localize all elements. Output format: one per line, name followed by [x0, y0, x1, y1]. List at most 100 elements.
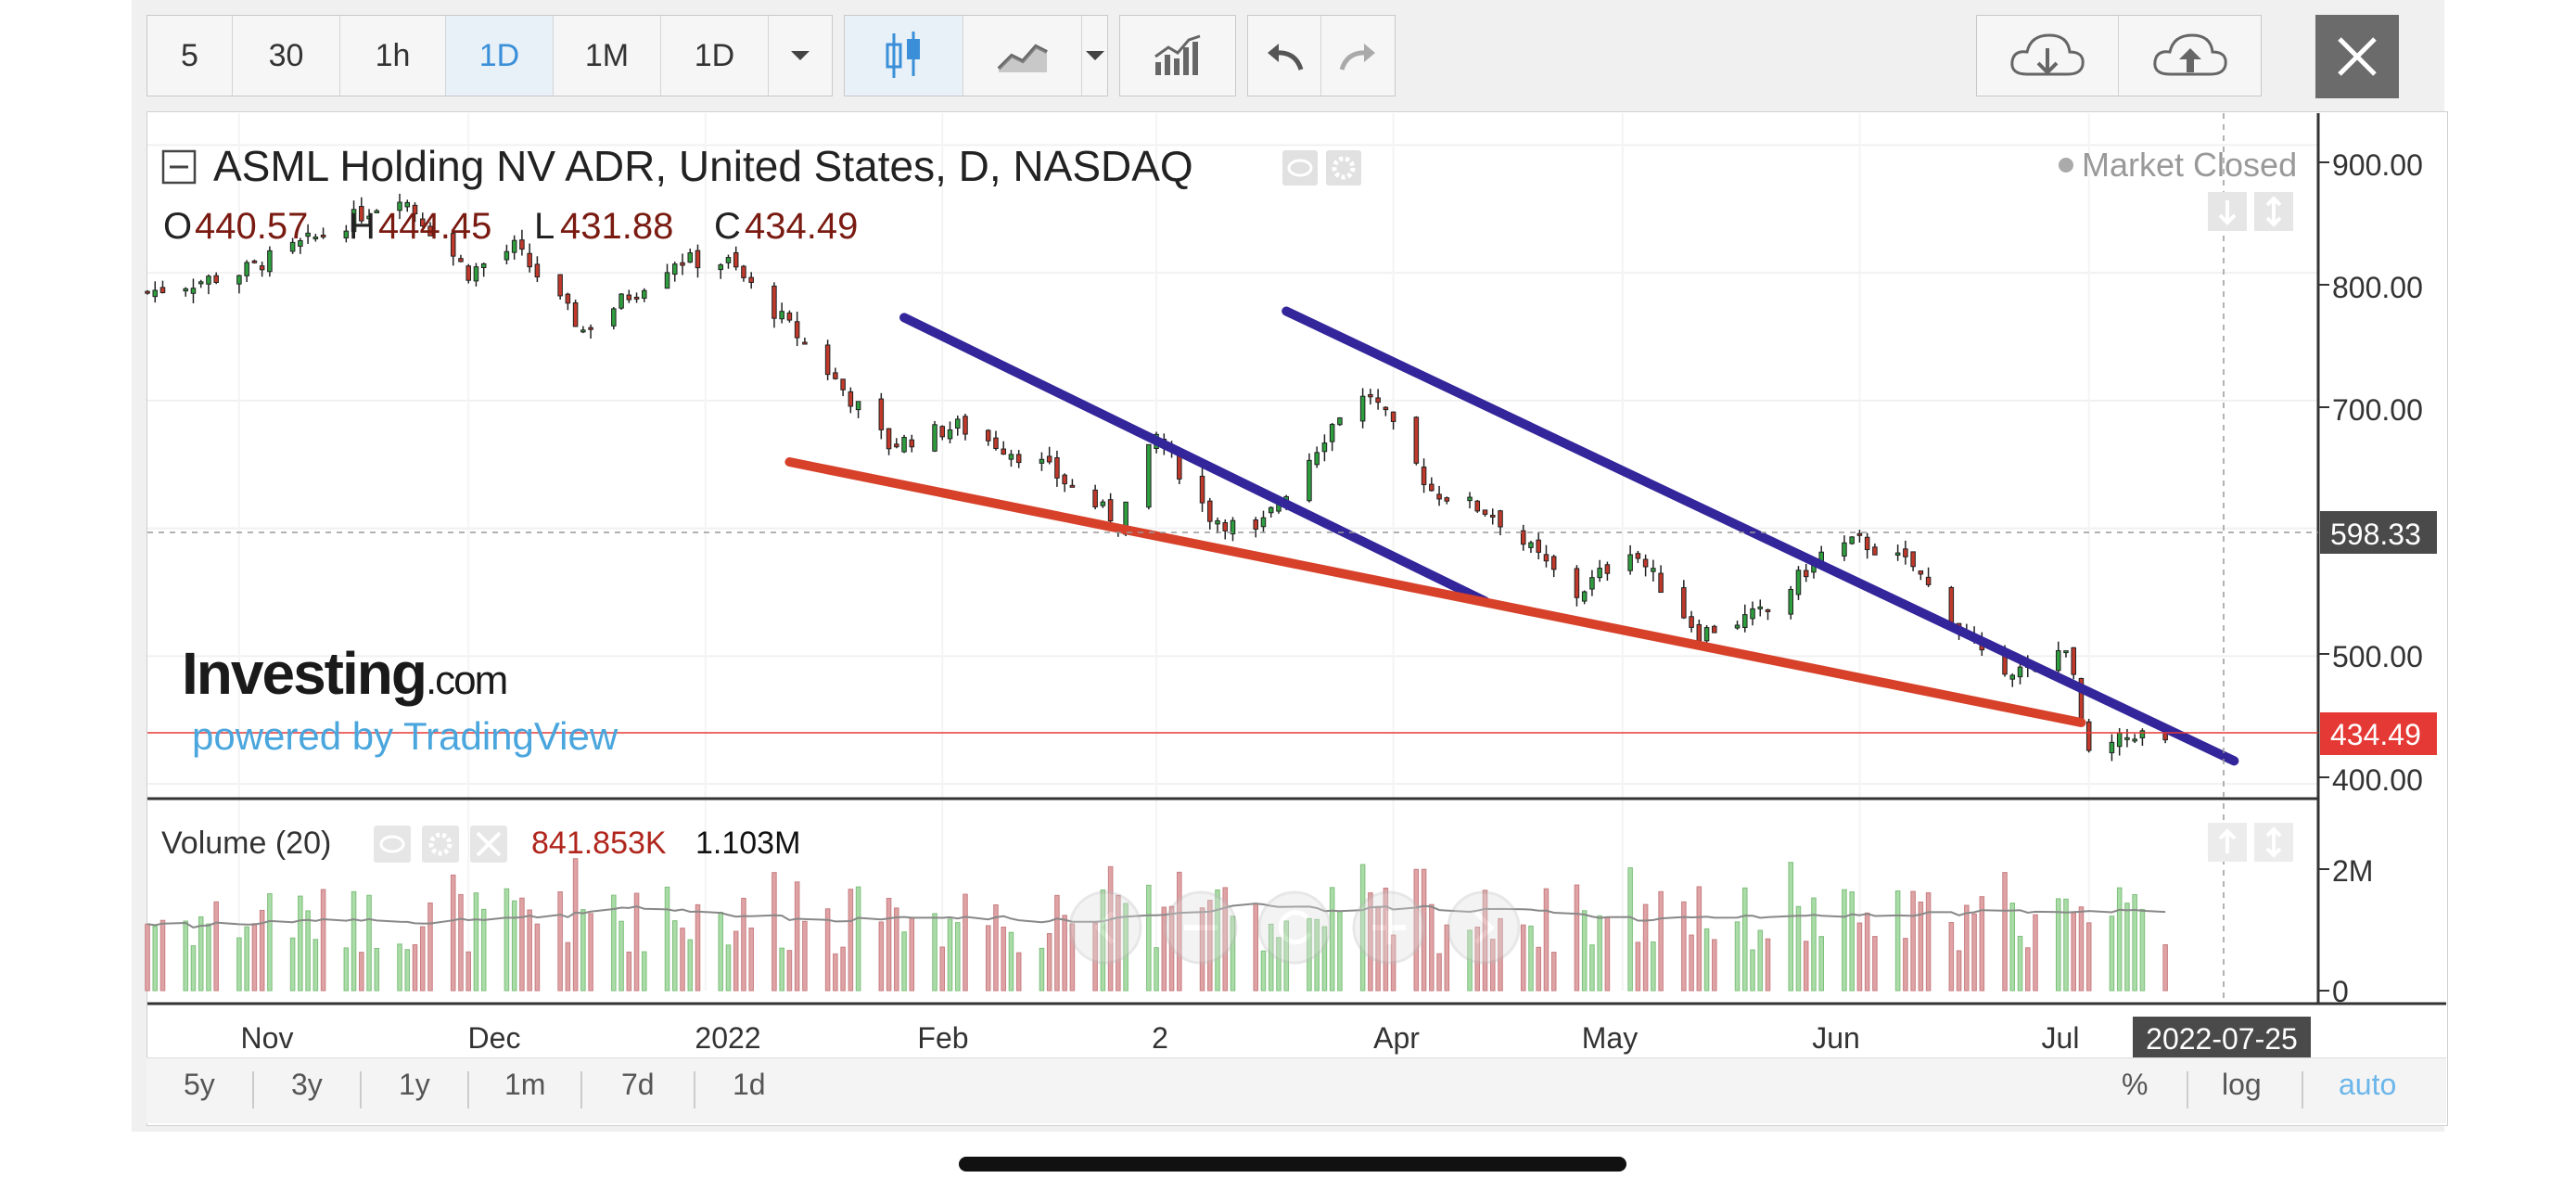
series-eye-button[interactable]	[1282, 150, 1318, 186]
crosshair-price-badge	[2320, 511, 2437, 554]
volume-bar	[2025, 947, 2031, 992]
volume-bar	[580, 909, 586, 992]
range-1m-button[interactable]: 1m	[504, 1068, 546, 1101]
scroll-updown-button[interactable]	[2254, 192, 2293, 231]
auto-scale-button[interactable]: auto	[2339, 1068, 2397, 1101]
volume-bar	[901, 931, 907, 992]
price-tick-900: 900.00	[2332, 148, 2423, 182]
interval-dropdown-button[interactable]	[769, 16, 832, 96]
volume-bar	[588, 913, 593, 992]
candle-body	[1307, 459, 1312, 502]
volume-bar	[305, 910, 311, 992]
range-3y-button[interactable]: 3y	[291, 1068, 323, 1101]
time-axis[interactable]: Nov Dec 2022 Feb 2 Apr May Jun Jul 2022-…	[241, 1017, 2311, 1057]
price-axis[interactable]: 900.00 800.00 700.00 500.00 400.00 598.3…	[2318, 148, 2437, 797]
chart-canvas[interactable]: ASML Holding NV ADR, United States, D, N…	[0, 0, 2576, 1057]
redo-icon	[1339, 44, 1375, 70]
last-price-badge	[2320, 712, 2437, 755]
candle-body	[1359, 395, 1366, 422]
interval-1h-button[interactable]: 1h	[340, 16, 446, 96]
load-layout-button[interactable]	[1977, 16, 2119, 96]
line-type-button[interactable]	[963, 16, 1082, 96]
volume-remove-button[interactable]	[470, 826, 507, 863]
cloud-group	[1976, 15, 2262, 96]
percent-scale-button[interactable]: %	[2122, 1068, 2149, 1101]
volume-bar	[1811, 897, 1817, 992]
series-settings-button[interactable]	[1326, 150, 1361, 186]
home-indicator	[959, 1157, 1626, 1172]
nav-zoom-out-button[interactable]	[1164, 890, 1238, 965]
candle-body	[1199, 475, 1205, 504]
line-chart-icon	[997, 44, 1048, 72]
investing-logo: Investing.com	[182, 640, 506, 707]
volume-eye-button[interactable]	[374, 826, 411, 863]
candle-body	[511, 239, 517, 253]
bottom-bar: 5y 3y 1y 1m 7d 1d % log auto	[147, 1057, 2446, 1123]
volume-bar	[259, 909, 265, 992]
volume-bar	[190, 945, 197, 992]
interval-group: 5 30 1h 1D 1M 1D	[147, 15, 833, 96]
interval-30-button[interactable]: 30	[233, 16, 340, 96]
candle-body	[2017, 666, 2023, 678]
candle-body	[1742, 614, 1748, 628]
candle-body	[1550, 556, 1557, 570]
nav-scroll-left-button[interactable]	[1068, 890, 1142, 965]
volume-scroll-updown-button[interactable]	[2254, 823, 2293, 862]
volume-tick-2m: 2M	[2332, 854, 2373, 888]
log-scale-button[interactable]: log	[2222, 1068, 2262, 1101]
close-button[interactable]	[2315, 15, 2399, 98]
ohlc-open-label: O	[163, 206, 192, 247]
volume-bar	[1894, 890, 1901, 992]
candle-body	[642, 289, 647, 299]
candle-body	[458, 258, 464, 263]
nav-zoom-in-button[interactable]	[1352, 890, 1426, 965]
volume-settings-button[interactable]	[422, 826, 459, 863]
volume-bar	[1421, 868, 1427, 992]
candle-body	[671, 263, 678, 275]
nav-scroll-right-button[interactable]	[1447, 890, 1521, 965]
time-tick-may: May	[1582, 1021, 1638, 1055]
candle-body	[450, 233, 456, 257]
volume-bar	[412, 943, 418, 992]
nav-reset-button[interactable]	[1257, 890, 1332, 965]
volume-bar	[419, 926, 426, 992]
interval-1d-alt-button[interactable]: 1D	[661, 16, 769, 96]
chart-type-group	[844, 15, 1108, 96]
candle-body	[1314, 452, 1320, 466]
volume-bar	[664, 886, 670, 992]
volume-bar	[947, 918, 953, 992]
volume-bar	[1321, 926, 1328, 992]
range-1d-button[interactable]: 1d	[733, 1068, 766, 1101]
candle-body	[359, 206, 364, 222]
divider	[2302, 1071, 2303, 1108]
volume-bar	[618, 920, 624, 992]
volume-bar	[1681, 901, 1687, 992]
indicators-button[interactable]	[1120, 16, 1235, 96]
candle-body	[397, 201, 402, 211]
undo-button[interactable]	[1248, 16, 1321, 96]
time-tick-nov: Nov	[241, 1021, 294, 1055]
interval-1m-button[interactable]: 1M	[554, 16, 661, 96]
interval-1d-button[interactable]: 1D	[446, 16, 554, 96]
candle-body	[1444, 497, 1450, 502]
redo-button[interactable]	[1321, 16, 1395, 96]
collapse-legend-button[interactable]	[161, 149, 197, 185]
candlestick-type-button[interactable]	[845, 16, 963, 96]
candle-body	[1177, 454, 1182, 480]
save-layout-button[interactable]	[2119, 16, 2261, 96]
range-1y-button[interactable]: 1y	[399, 1068, 430, 1101]
volume-bar	[1842, 889, 1847, 992]
trendlines	[784, 306, 2239, 766]
range-5y-button[interactable]: 5y	[184, 1068, 215, 1101]
volume-bar	[458, 893, 464, 992]
divider	[360, 1071, 362, 1108]
interval-5-button[interactable]: 5	[147, 16, 233, 96]
range-7d-button[interactable]: 7d	[621, 1068, 655, 1101]
chevron-down-icon	[1085, 51, 1104, 60]
volume-bar	[427, 902, 433, 992]
volume-scroll-up-button[interactable]	[2208, 823, 2247, 862]
volume-bar	[1199, 907, 1205, 992]
eye-icon	[1287, 159, 1313, 177]
chart-type-dropdown-button[interactable]	[1082, 16, 1107, 96]
scroll-down-button[interactable]	[2208, 192, 2247, 231]
